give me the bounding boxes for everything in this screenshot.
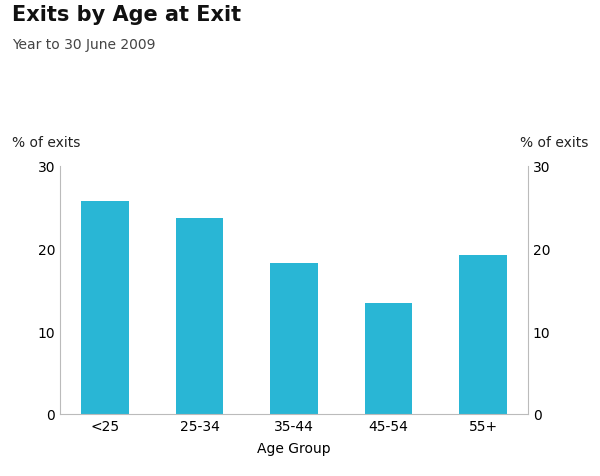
Text: % of exits: % of exits bbox=[520, 136, 588, 150]
Text: % of exits: % of exits bbox=[12, 136, 80, 150]
Bar bbox=[365, 304, 412, 414]
Bar bbox=[81, 201, 128, 414]
Bar bbox=[460, 256, 507, 414]
Text: Year to 30 June 2009: Year to 30 June 2009 bbox=[12, 38, 155, 52]
X-axis label: Age Group: Age Group bbox=[257, 441, 331, 455]
Text: Exits by Age at Exit: Exits by Age at Exit bbox=[12, 5, 241, 25]
Bar bbox=[176, 218, 223, 414]
Bar bbox=[271, 263, 317, 414]
